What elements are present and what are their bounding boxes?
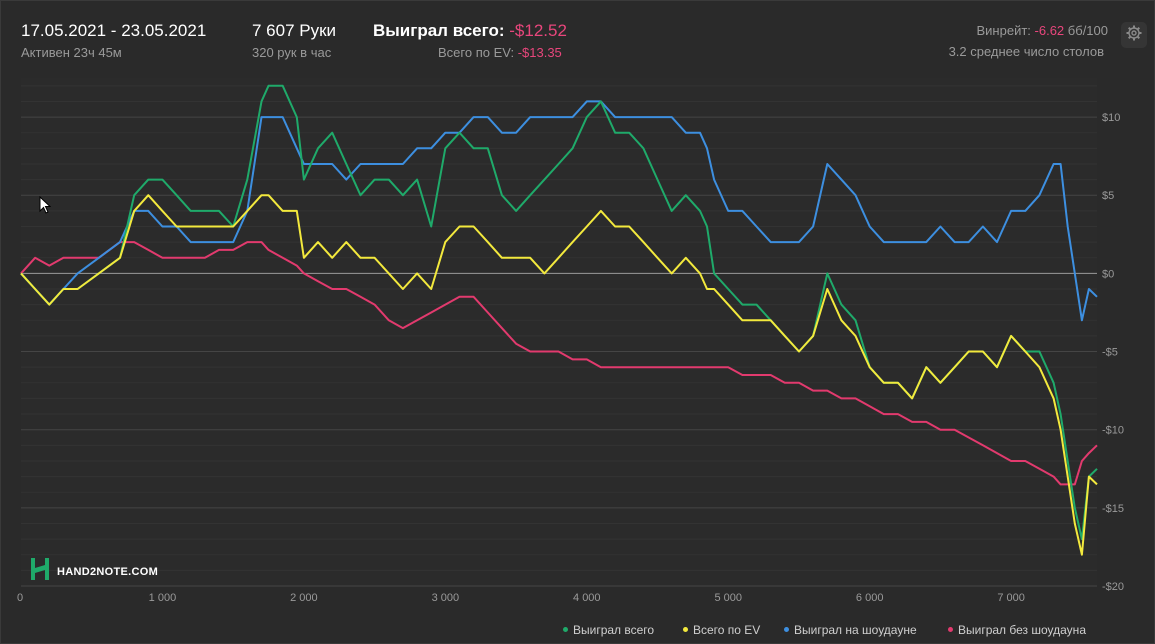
active-time: Активен 23ч 45м: [21, 45, 122, 60]
legend-label: Выиграл без шоудауна: [958, 623, 1086, 637]
grid-major: [21, 116, 1097, 587]
gear-icon: [1126, 25, 1142, 46]
x-tick-label: 1 000: [149, 592, 177, 604]
plot-area: [21, 78, 1097, 586]
legend-dot: [784, 627, 789, 633]
ev-label: Всего по EV:: [438, 45, 515, 60]
y-tick-label: $10: [1102, 112, 1120, 124]
won-total-label: Выиграл всего:: [373, 21, 505, 40]
winrate-value: -6.62: [1034, 23, 1065, 38]
mouse-cursor-icon: [39, 195, 52, 219]
y-tick-label: -$10: [1102, 425, 1124, 437]
legend-item[interactable]: Выиграл всего: [563, 623, 654, 637]
winrate-label: Винрейт:: [976, 23, 1031, 38]
won-total-value: -$12.52: [509, 21, 567, 40]
y-tick-label: -$15: [1102, 503, 1124, 515]
y-tick-label: -$5: [1102, 347, 1118, 359]
logo-text: HAND2NOTE.COM: [57, 565, 159, 578]
avg-tables: 3.2 среднее число столов: [948, 44, 1104, 59]
x-tick-label: 6 000: [856, 592, 884, 604]
winrate-unit: бб/100: [1067, 23, 1108, 38]
y-tick-label: $0: [1102, 268, 1114, 280]
settings-button[interactable]: [1121, 22, 1147, 48]
won-total: Выиграл всего: -$12.52: [373, 21, 567, 41]
legend-label: Всего по EV: [693, 623, 761, 637]
ev-total: Всего по EV: -$13.35: [438, 45, 562, 60]
stats-header: 17.05.2021 - 23.05.2021 Активен 23ч 45м …: [0, 0, 1155, 78]
x-tick-label: 5 000: [714, 592, 742, 604]
y-tick-label: $5: [1102, 190, 1114, 202]
x-axis-ticks: 0 1 000 2 000 3 000 4 000 5 000 6 000 7 000: [17, 592, 1025, 604]
legend-item[interactable]: Выиграл на шоудауне: [784, 623, 917, 637]
legend-item[interactable]: Всего по EV: [683, 623, 760, 637]
legend-item[interactable]: Выиграл без шоудауна: [948, 623, 1086, 637]
x-tick-label: 7 000: [997, 592, 1025, 604]
series-line-1: [20, 194, 1098, 556]
hand2note-logo: HAND2NOTE.COM: [29, 557, 158, 586]
y-tick-label: -$20: [1102, 581, 1124, 593]
legend-dot: [683, 627, 688, 633]
h2n-logo-icon: [29, 557, 51, 586]
ev-value: -$13.35: [517, 45, 562, 60]
x-tick-label: 4 000: [573, 592, 601, 604]
series-line-3: [20, 241, 1098, 486]
y-axis-ticks: $10 $5 $0 -$5 -$10 -$15 -$20: [1102, 112, 1124, 593]
series-lines: [20, 84, 1098, 556]
legend-label: Выиграл на шоудауне: [794, 623, 917, 637]
legend-label: Выиграл всего: [573, 623, 655, 637]
grid-minor: [21, 85, 1097, 571]
winrate: Винрейт: -6.62 бб/100: [977, 23, 1109, 38]
hands-per-hour: 320 рук в час: [252, 45, 332, 60]
x-tick-label: 3 000: [432, 592, 460, 604]
series-line-2: [20, 100, 1098, 322]
legend-dot: [948, 627, 953, 633]
x-tick-label: 2 000: [290, 592, 318, 604]
x-tick-label: 0: [17, 592, 23, 604]
legend-dot: [563, 627, 568, 633]
date-range[interactable]: 17.05.2021 - 23.05.2021: [21, 21, 207, 40]
hands-count: 7 607 Руки: [252, 21, 337, 40]
